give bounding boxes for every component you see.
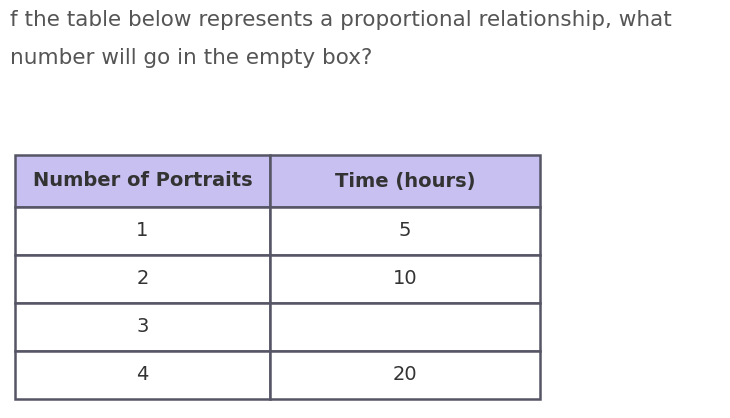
Text: Number of Portraits: Number of Portraits xyxy=(33,171,253,191)
Text: 1: 1 xyxy=(137,222,149,240)
Text: 2: 2 xyxy=(137,270,149,288)
Text: 3: 3 xyxy=(137,318,149,336)
Text: 5: 5 xyxy=(399,222,411,240)
Text: 20: 20 xyxy=(393,365,418,385)
Text: Time (hours): Time (hours) xyxy=(335,171,475,191)
Text: 10: 10 xyxy=(393,270,418,288)
Text: f the table below represents a proportional relationship, what: f the table below represents a proportio… xyxy=(10,10,672,30)
Text: 4: 4 xyxy=(137,365,149,385)
Text: number will go in the empty box?: number will go in the empty box? xyxy=(10,48,372,68)
